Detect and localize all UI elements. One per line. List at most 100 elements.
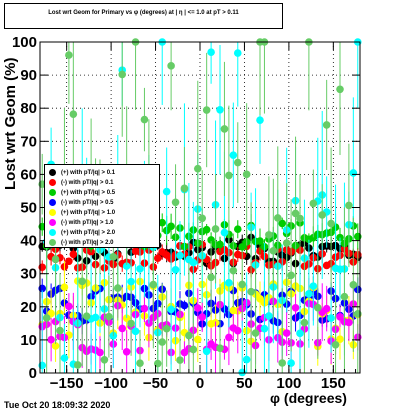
data-point	[198, 214, 207, 223]
data-point	[180, 301, 189, 310]
data-point	[340, 292, 349, 301]
data-point	[220, 125, 229, 133]
data-point	[345, 201, 353, 210]
axis-ticks-layer: −150 −100 −50 0 50 100 150 0 10 20 30 40 50 60 70 80 90 1…	[12, 34, 360, 392]
data-point	[122, 347, 131, 356]
data-point	[105, 312, 113, 321]
data-point	[269, 247, 278, 255]
data-point	[78, 277, 87, 286]
data-point	[233, 49, 242, 57]
data-point	[118, 70, 127, 79]
legend-entry: (-) with pT/|q| > 1.0	[49, 218, 114, 227]
x-axis-label: φ (degrees)	[270, 390, 347, 406]
data-point	[256, 237, 264, 245]
data-point	[282, 239, 291, 247]
y-tick-label: 70	[20, 133, 37, 150]
data-point	[176, 356, 184, 364]
legend-marker	[49, 169, 56, 176]
data-point	[296, 329, 304, 338]
legend-marker	[49, 239, 56, 246]
data-point	[233, 225, 242, 234]
data-point	[265, 231, 273, 239]
data-point	[278, 219, 287, 228]
data-point	[202, 225, 211, 234]
data-point	[69, 110, 78, 118]
data-point	[47, 335, 55, 344]
data-point	[198, 313, 207, 321]
data-point	[51, 255, 60, 263]
data-point	[65, 302, 73, 311]
data-point	[42, 314, 51, 322]
y-tick-label: 90	[20, 67, 37, 84]
data-point	[291, 303, 300, 312]
legend-label: (-) with pT/|q| > 0.5	[61, 199, 114, 206]
data-point	[65, 51, 73, 59]
data-point	[300, 318, 309, 327]
data-point	[180, 184, 189, 193]
data-point	[149, 280, 158, 289]
data-point	[60, 283, 69, 292]
x-tick-label: 50	[236, 375, 253, 392]
data-point	[140, 304, 149, 313]
data-point	[202, 106, 211, 114]
legend-label: (-) with pT/|q| > 1.0	[61, 219, 114, 226]
data-point	[127, 277, 135, 286]
y-tick-label: 30	[20, 266, 37, 283]
legend-entry: (+) with pT/|q| > 0.1	[49, 168, 115, 177]
data-point	[158, 218, 167, 227]
data-point	[225, 333, 233, 342]
data-point	[176, 251, 184, 260]
data-point	[336, 233, 344, 242]
data-point	[193, 164, 202, 173]
data-point	[73, 361, 82, 369]
data-point	[185, 331, 193, 340]
data-point	[225, 279, 233, 287]
chart-title-box: Lost wrt Geom for Primary vs φ (degrees)…	[4, 3, 283, 29]
legend-marker	[49, 199, 56, 206]
data-point	[336, 312, 344, 321]
data-point	[291, 209, 300, 218]
legend-entry: (+) with pT/|q| > 1.0	[49, 208, 115, 217]
data-point	[331, 340, 340, 349]
data-point	[336, 85, 344, 94]
x-tick-label: 0	[196, 375, 204, 392]
legend-marker	[49, 229, 56, 236]
data-point	[309, 199, 318, 208]
data-point	[122, 262, 131, 270]
data-point	[216, 344, 224, 353]
data-point	[260, 324, 269, 333]
legend-entry: (-) with pT/|q| > 0.5	[49, 198, 114, 207]
data-point	[91, 313, 100, 322]
data-point	[51, 342, 60, 350]
legend-label: (-) with pT/|q| > 0.1	[61, 179, 114, 186]
data-point	[100, 355, 109, 364]
data-point	[345, 318, 353, 327]
data-point	[313, 303, 322, 312]
y-tick-label: 80	[20, 100, 37, 117]
data-point	[278, 359, 287, 367]
legend-entry: (+) with pT/|q| > 0.5	[49, 188, 115, 197]
x-tick-label: −50	[143, 375, 168, 392]
data-point	[171, 198, 180, 207]
legend-entry: (+) with pT/|q| > 2.0	[49, 228, 115, 237]
data-point	[207, 48, 215, 57]
data-point	[122, 314, 131, 322]
legend-entry: (-) with pT/|q| > 2.0	[49, 238, 114, 247]
data-point	[327, 314, 335, 322]
data-point	[256, 116, 264, 124]
data-point	[322, 304, 331, 313]
legend-label: (+) with pT/|q| > 1.0	[61, 209, 116, 216]
data-point	[167, 305, 175, 314]
legend-label: (-) with pT/|q| > 2.0	[61, 239, 114, 246]
data-point	[305, 289, 313, 298]
x-tick-label: 100	[276, 375, 301, 392]
x-tick-label: −100	[94, 375, 128, 392]
data-point	[131, 327, 140, 336]
data-point	[82, 312, 91, 320]
legend-label: (+) with pT/|q| > 0.1	[61, 169, 116, 176]
data-point	[65, 257, 73, 266]
y-tick-label: 0	[29, 365, 37, 382]
timestamp: Tue Oct 20 18:09:32 2020	[4, 400, 111, 410]
data-point	[273, 214, 282, 222]
data-point	[136, 265, 144, 273]
